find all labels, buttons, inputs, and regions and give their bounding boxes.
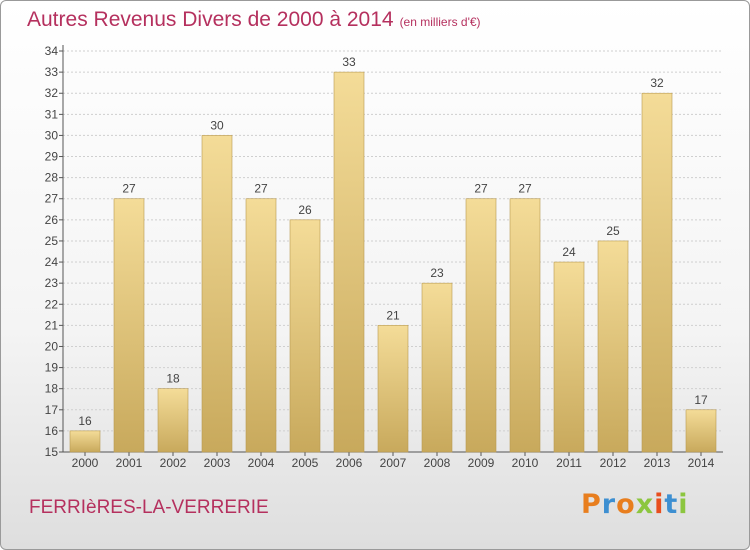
x-tick-label: 2010 <box>512 456 539 470</box>
bars <box>69 71 717 453</box>
logo-letter: x <box>635 489 655 520</box>
bar <box>597 240 629 453</box>
logo-letter: t <box>664 489 679 520</box>
data-label: 32 <box>650 76 664 90</box>
y-tick-label: 32 <box>45 86 59 100</box>
logo-letter: i <box>654 489 665 520</box>
y-tick-label: 31 <box>45 107 59 121</box>
data-label: 27 <box>122 182 136 196</box>
logo-letter: i <box>678 489 689 520</box>
chart-title: Autres Revenus Divers de 2000 à 2014 (en … <box>27 8 481 32</box>
y-tick-label: 29 <box>45 150 59 164</box>
data-label: 33 <box>342 55 356 69</box>
bar <box>289 219 321 453</box>
x-tick-label: 2002 <box>160 456 187 470</box>
data-label: 27 <box>518 182 532 196</box>
y-tick-label: 27 <box>45 192 59 206</box>
y-tick-label: 17 <box>45 403 59 417</box>
logo-letter: o <box>616 489 636 520</box>
y-tick-label: 16 <box>45 424 59 438</box>
y-tick-label: 19 <box>45 361 59 375</box>
data-label: 26 <box>298 203 312 217</box>
bar <box>377 325 409 453</box>
x-tick-label: 2009 <box>468 456 495 470</box>
bar <box>69 430 101 453</box>
y-tick-label: 23 <box>45 276 59 290</box>
x-tick-label: 2005 <box>292 456 319 470</box>
x-tick-label: 2011 <box>556 456 582 470</box>
data-label: 18 <box>166 372 180 386</box>
y-tick-label: 33 <box>45 65 59 79</box>
bar <box>245 198 277 453</box>
x-tick-label: 2008 <box>424 456 451 470</box>
y-tick-label: 25 <box>45 234 59 248</box>
bar <box>553 261 585 453</box>
y-tick-label: 26 <box>45 213 59 227</box>
bar <box>201 135 233 453</box>
data-label: 27 <box>254 182 268 196</box>
x-tick-label: 2006 <box>336 456 363 470</box>
data-label: 23 <box>430 266 444 280</box>
x-tick-label: 2014 <box>688 456 715 470</box>
city-name: FERRIèRES-LA-VERRERIE <box>29 497 269 518</box>
y-tick-label: 18 <box>45 382 59 396</box>
logo-letter: P <box>581 489 602 520</box>
x-tick-label: 2001 <box>116 456 143 470</box>
bar <box>641 92 673 453</box>
proxiti-logo: Proxiti <box>581 489 689 520</box>
x-tick-label: 2003 <box>204 456 231 470</box>
logo-letter: r <box>601 489 617 520</box>
chart-title-main: Autres Revenus Divers de 2000 à 2014 <box>27 8 394 31</box>
bar <box>113 198 145 453</box>
chart-title-unit: (en milliers d'€) <box>399 15 481 29</box>
y-tick-label: 22 <box>45 297 59 311</box>
data-label: 24 <box>562 245 576 259</box>
x-tick-label: 2007 <box>380 456 407 470</box>
data-label: 30 <box>210 118 224 132</box>
x-tick-labels: 2000 2001 2002 2003 2004 2005 2006 2007 2008 2009… <box>72 456 715 470</box>
bar <box>421 282 453 453</box>
y-tick-label: 20 <box>45 339 59 353</box>
y-tick-label: 34 <box>45 44 59 58</box>
data-label: 21 <box>386 308 400 322</box>
x-tick-label: 2004 <box>248 456 275 470</box>
bar <box>509 198 541 453</box>
data-label: 17 <box>694 393 708 407</box>
y-tick-label: 28 <box>45 171 59 185</box>
x-tick-label: 2012 <box>600 456 627 470</box>
data-label: 16 <box>78 414 92 428</box>
y-tick-label: 15 <box>45 445 59 459</box>
y-tick-label: 30 <box>45 128 59 142</box>
data-labels: 16 27 18 30 27 26 33 21 23 27 27 24 25 32 17 <box>78 55 708 428</box>
bar <box>333 71 365 453</box>
y-tick-label: 21 <box>45 318 59 332</box>
x-tick-label: 2000 <box>72 456 99 470</box>
y-tick-labels: 15 16 17 18 19 20 21 22 23 24 25 26 27 28 29 30 31 32 33 34 <box>45 44 59 459</box>
data-label: 25 <box>606 224 620 238</box>
y-tick-label: 24 <box>45 255 59 269</box>
bar <box>157 388 189 453</box>
x-tick-label: 2013 <box>644 456 671 470</box>
bar <box>465 198 497 453</box>
bar <box>685 409 717 453</box>
data-label: 27 <box>474 182 488 196</box>
